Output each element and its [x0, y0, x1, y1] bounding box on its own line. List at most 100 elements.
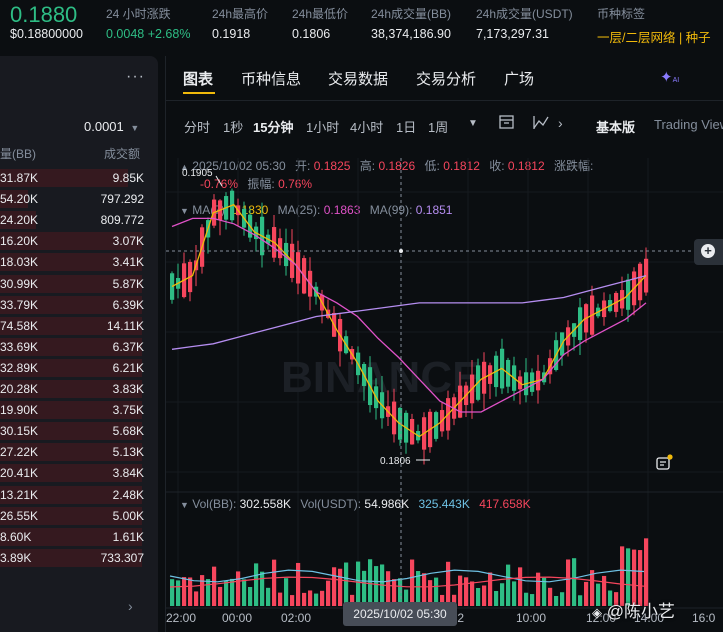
orderbook-row[interactable]: 8.60K 1.61K — [0, 526, 150, 548]
chart-mode-tradingview[interactable]: Trading View — [654, 117, 723, 132]
volume-bar — [260, 571, 265, 606]
low-price-mark: 0.1806 — [380, 456, 411, 467]
row-total: 2.48K — [112, 487, 144, 502]
row-qty: 18.03K — [0, 255, 39, 270]
orderbook-row[interactable]: 33.69K 6.37K — [0, 336, 150, 358]
volume-bar — [488, 572, 493, 606]
volume-bar — [572, 558, 577, 606]
add-alert-button[interactable]: + — [694, 239, 723, 265]
interval-3[interactable]: 1小时 — [306, 120, 340, 135]
price-chart[interactable]: BINANCE 0.1905 0.1806 22:0000:0002:0010/… — [166, 152, 723, 632]
volume-bar — [290, 595, 295, 606]
orderbook-row[interactable]: 18.03K 3.41K — [0, 251, 150, 273]
orderbook-row[interactable]: 30.15K 5.68K — [0, 420, 150, 442]
depth-bar — [0, 485, 142, 504]
row-total: 9.85K — [112, 171, 144, 185]
vol-ma5-line — [169, 569, 645, 583]
volume-bar — [398, 578, 403, 606]
row-qty: 20.41K — [0, 466, 39, 481]
volume-bar — [224, 580, 229, 606]
chevron-right-icon[interactable]: › — [128, 598, 133, 614]
orderbook-row[interactable]: 20.28K 3.83K — [0, 378, 150, 400]
orderbook-row[interactable]: 13.21K 2.48K — [0, 484, 150, 506]
tab-2[interactable]: 交易数据 — [328, 71, 389, 88]
tags-value[interactable]: 一层/二层网络 | 种子 — [597, 31, 711, 45]
tab-4[interactable]: 广场 — [504, 71, 535, 88]
high-price-mark: 0.1905 — [182, 168, 213, 179]
collapse-caret-icon[interactable]: ▲ — [180, 162, 189, 172]
ma-collapse-caret-icon[interactable]: ▼ — [180, 206, 189, 216]
orderbook-row[interactable]: 16.20K 3.07K — [0, 230, 150, 252]
orderbook-row[interactable]: 20.41K 3.84K — [0, 462, 150, 484]
news-icon[interactable] — [655, 454, 673, 472]
interval-6[interactable]: 1周 — [428, 120, 449, 135]
amp-label: 振幅: — [247, 177, 275, 191]
volume-bar — [350, 594, 355, 606]
interval-5[interactable]: 1日 — [396, 120, 417, 135]
volume-bar — [194, 591, 199, 606]
interval-scroll-right-icon[interactable]: › — [558, 115, 563, 131]
vol-ma10-value: 417.658K — [479, 497, 531, 511]
tab-1[interactable]: 币种信息 — [241, 71, 302, 88]
volume-bar — [416, 571, 421, 606]
indicator-settings-icon[interactable] — [498, 113, 516, 131]
row-total: 6.37K — [112, 339, 144, 354]
row-total: 797.292 — [100, 192, 144, 207]
vol-usdt-value: 54.986K — [364, 497, 410, 511]
depth-bar — [0, 464, 142, 483]
volume-bar — [584, 581, 589, 606]
col-qty-header: 量(BB) — [0, 147, 37, 161]
volume-bar — [458, 575, 463, 606]
volume-bar — [248, 587, 253, 606]
tab-0[interactable]: 图表 — [183, 71, 214, 88]
high-label: 高: — [359, 159, 376, 173]
orderbook-row[interactable]: 31.87K 9.85K — [0, 167, 150, 189]
precision-select[interactable]: 0.0001 ▼ — [84, 119, 139, 134]
tab-3[interactable]: 交易分析 — [416, 71, 477, 88]
volume-bar — [356, 561, 361, 606]
high-value: 0.1918 — [212, 27, 251, 41]
orderbook-row[interactable]: 32.89K 6.21K — [0, 357, 150, 379]
row-qty: 30.15K — [0, 424, 39, 439]
ai-sparkle-icon[interactable]: ✦AI — [660, 69, 680, 86]
depth-bar — [0, 190, 29, 209]
crosshair-time-badge: 2025/10/02 05:30 — [343, 602, 457, 626]
depth-bar — [0, 295, 142, 314]
volume-bar — [476, 588, 481, 606]
open-value: 0.1825 — [313, 159, 351, 173]
crosshair-dot — [399, 249, 403, 253]
last-price: 0.1880 — [10, 2, 78, 27]
orderbook-row[interactable]: 26.55K 5.00K — [0, 505, 150, 527]
orderbook-row[interactable]: 74.58K 14.11K — [0, 315, 150, 337]
active-tab-underline — [183, 92, 215, 94]
volume-bar — [236, 571, 241, 606]
interval-4[interactable]: 4小时 — [350, 120, 384, 135]
row-qty: 8.60K — [0, 529, 32, 544]
time-tick-1: 00:00 — [222, 611, 252, 625]
drawing-tool-icon[interactable] — [532, 113, 550, 131]
orderbook-row[interactable]: 27.22K 5.13K — [0, 441, 150, 463]
orderbook-row[interactable]: 54.20K 797.292 — [0, 188, 150, 210]
interval-1[interactable]: 1秒 — [223, 120, 244, 135]
orderbook-row[interactable]: 33.79K 6.39K — [0, 294, 150, 316]
volume-bar — [374, 566, 379, 606]
interval-more-caret-icon[interactable]: ▼ — [468, 118, 478, 129]
vol-collapse-caret-icon[interactable]: ▼ — [180, 500, 189, 510]
interval-0[interactable]: 分时 — [184, 120, 211, 135]
chart-mode-basic[interactable]: 基本版 — [596, 120, 636, 135]
caret-down-icon: ▼ — [130, 123, 140, 133]
more-horizontal-icon[interactable]: ··· — [126, 68, 145, 85]
vol-usdt-label: 24h成交量(USDT) — [476, 7, 573, 21]
row-qty: 13.21K — [0, 487, 39, 502]
vol-usdt-value: 7,173,297.31 — [476, 27, 549, 41]
row-qty: 74.58K — [0, 318, 39, 333]
orderbook-row[interactable]: 30.99K 5.87K — [0, 273, 150, 295]
orderbook-row[interactable]: 24.20K 809.772 — [0, 209, 150, 231]
volume-bar — [302, 592, 307, 606]
interval-2[interactable]: 15分钟 — [253, 120, 294, 135]
orderbook-row[interactable]: 3.89K 733.307 — [0, 547, 150, 569]
ma-line-2 — [171, 274, 647, 350]
orderbook-row[interactable]: 19.90K 3.75K — [0, 399, 150, 421]
close-value: 0.1812 — [507, 159, 545, 173]
time-tick-4: 10:00 — [516, 611, 546, 625]
